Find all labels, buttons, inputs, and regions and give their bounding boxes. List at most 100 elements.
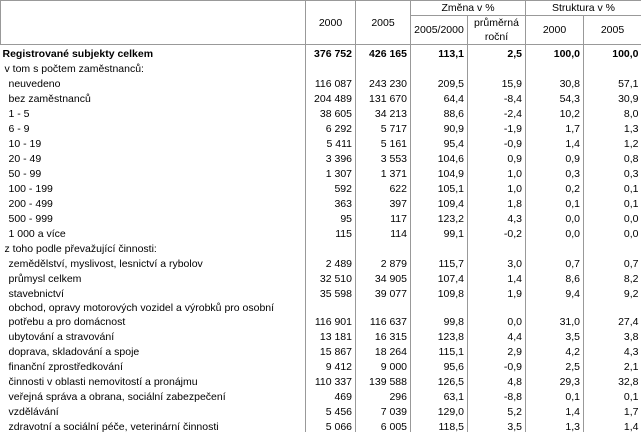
- cell-value: 3,5: [466, 419, 526, 432]
- empty-cell: [410, 61, 468, 76]
- cell-value: 95,6: [410, 359, 468, 374]
- cell-value: 63,1: [410, 389, 468, 404]
- empty-cell: [583, 61, 641, 76]
- cell-value: 35 598: [305, 286, 356, 301]
- header-row: 2000 2005 Změna v % Struktura v %: [0, 0, 641, 45]
- cell-value: 3,8: [583, 329, 641, 344]
- cell-value: 117: [355, 211, 411, 226]
- cell-value: 18 264: [355, 344, 411, 359]
- cell-value: 109,4: [410, 196, 468, 211]
- cell-value: 115,7: [410, 256, 468, 271]
- cell-value: 123,2: [410, 211, 468, 226]
- cell-value: 2,9: [466, 344, 526, 359]
- cell-value: 31,0: [525, 301, 584, 329]
- table-row: stavebnictví 35 598 39 077 109,8 1,9 9,4 9,2: [1, 286, 641, 301]
- table-row: 500 - 999 95 117 123,2 4,3 0,0 0,0: [1, 211, 641, 226]
- row-label: zemědělství, myslivost, lesnictví a rybo…: [8, 258, 203, 270]
- table-row: veřejná správa a obrana, sociální zabezp…: [1, 389, 641, 404]
- cell-value: 209,5: [410, 76, 468, 91]
- table-row: zdravotní a sociální péče, veterinární č…: [1, 419, 641, 432]
- header-year: 2005: [355, 0, 411, 45]
- cell-value: 0,8: [583, 151, 641, 166]
- table-row: Registrované subjekty celkem 376 752 426 1…: [1, 44, 641, 61]
- cell-value: 5 411: [305, 136, 356, 151]
- header-group: Struktura v %: [525, 0, 641, 16]
- cell-value: 88,6: [410, 106, 468, 121]
- cell-value: 397: [355, 196, 411, 211]
- cell-value: -0,9: [466, 136, 526, 151]
- cell-value: 100,0: [583, 44, 641, 61]
- cell-value: 126,5: [410, 374, 468, 389]
- table-row: 1 000 a více 115 114 99,1 -0,2 0,0 0,0: [1, 226, 641, 241]
- row-label: 200 - 499: [8, 198, 53, 210]
- cell-value: 99,1: [410, 226, 468, 241]
- cell-value: 105,1: [410, 181, 468, 196]
- cell-value: 5 717: [355, 121, 411, 136]
- table-row: průmysl celkem 32 510 34 905 107,4 1,4 8,6 8,2: [1, 271, 641, 286]
- cell-value: 0,2: [525, 181, 584, 196]
- cell-value: 38 605: [305, 106, 356, 121]
- cell-value: 1,4: [525, 136, 584, 151]
- cell-value: 39 077: [355, 286, 411, 301]
- cell-value: 0,0: [466, 301, 526, 329]
- cell-value: 104,6: [410, 151, 468, 166]
- row-label: 6 - 9: [8, 123, 30, 135]
- cell-value: 129,0: [410, 404, 468, 419]
- row-label: činnosti v oblasti nemovitostí a pronájm…: [8, 376, 198, 388]
- cell-value: 3,0: [466, 256, 526, 271]
- cell-value: 2 489: [305, 256, 356, 271]
- cell-value: 0,0: [583, 226, 641, 241]
- empty-cell: [466, 61, 526, 76]
- table-row: 1 - 5 38 605 34 213 88,6 -2,4 10,2 8,0: [1, 106, 641, 121]
- cell-value: 2,1: [583, 359, 641, 374]
- table-row: bez zaměstnanců 204 489 131 670 64,4 -8,4 54,…: [1, 91, 641, 106]
- cell-value: 204 489: [305, 91, 356, 106]
- cell-value: 34 213: [355, 106, 411, 121]
- table-row: 200 - 499 363 397 109,4 1,8 0,1 0,1: [1, 196, 641, 211]
- empty-cell: [305, 241, 356, 256]
- header-group: Změna v %: [409, 0, 527, 16]
- row-label: veřejná správa a obrana, sociální zabezp…: [8, 391, 226, 403]
- cell-value: 29,3: [525, 374, 584, 389]
- cell-value: 4,3: [583, 344, 641, 359]
- cell-value: 5 456: [305, 404, 356, 419]
- cell-value: 243 230: [355, 76, 411, 91]
- table-row: zemědělství, myslivost, lesnictví a rybo…: [1, 256, 641, 271]
- cell-value: 3 553: [355, 151, 411, 166]
- cell-value: 32 510: [305, 271, 356, 286]
- cell-value: 0,7: [525, 256, 584, 271]
- cell-value: 426 165: [355, 44, 411, 61]
- table-row: ubytování a stravování 13 181 16 315 123,8 4…: [1, 329, 641, 344]
- cell-value: 2,5: [525, 359, 584, 374]
- cell-value: 296: [355, 389, 411, 404]
- cell-value: 469: [305, 389, 356, 404]
- cell-value: 4,2: [525, 344, 584, 359]
- header-sub: 2005/2000: [410, 15, 468, 45]
- row-label: bez zaměstnanců: [8, 93, 91, 105]
- row-label: 1 000 a více: [8, 228, 66, 240]
- row-label: Registrované subjekty celkem: [2, 48, 154, 60]
- cell-value: 116 901: [305, 301, 356, 329]
- table-row: doprava, skladování a spoje 15 867 18 264 1…: [1, 344, 641, 359]
- row-label: zdravotní a sociální péče, veterinární č…: [8, 421, 219, 432]
- cell-value: 1,3: [525, 419, 584, 432]
- empty-cell: [583, 241, 641, 256]
- cell-value: 27,4: [583, 301, 641, 329]
- table-row: finanční zprostředkování 9 412 9 000 95,6 -0…: [1, 359, 641, 374]
- cell-value: 5,2: [466, 404, 526, 419]
- cell-value: 107,4: [410, 271, 468, 286]
- cell-value: 9,4: [525, 286, 584, 301]
- row-label: stavebnictví: [8, 288, 64, 300]
- header-sub: průměrná roční: [466, 15, 527, 45]
- section-row: z toho podle převažující činnosti:: [1, 241, 641, 256]
- cell-value: 104,9: [410, 166, 468, 181]
- table-body: Registrované subjekty celkem 376 752 426 1…: [1, 44, 641, 432]
- cell-value: 116 637: [355, 301, 411, 329]
- table-row: činnosti v oblasti nemovitostí a pronájm…: [1, 374, 641, 389]
- row-label: neuvedeno: [8, 78, 61, 90]
- table-row: 20 - 49 3 396 3 553 104,6 0,9 0,9 0,8: [1, 151, 641, 166]
- cell-value: 5 066: [305, 419, 356, 432]
- cell-value: 30,9: [583, 91, 641, 106]
- cell-value: 0,0: [525, 211, 584, 226]
- cell-value: 2 879: [355, 256, 411, 271]
